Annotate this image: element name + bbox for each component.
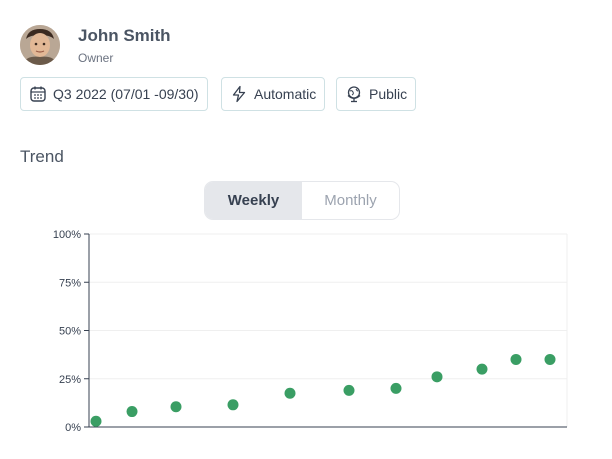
toggle-monthly[interactable]: Monthly	[324, 192, 377, 209]
data-point	[284, 387, 296, 399]
y-tick-label: 100%	[53, 229, 81, 241]
profile-role: Owner	[78, 51, 114, 65]
data-point	[343, 384, 355, 396]
automatic-chip[interactable]: Automatic	[221, 77, 326, 111]
automatic-label: Automatic	[254, 86, 317, 102]
avatar[interactable]	[20, 25, 60, 65]
y-tick-label: 75%	[59, 277, 81, 289]
data-point	[476, 363, 488, 375]
data-point	[431, 371, 443, 383]
data-point	[170, 401, 182, 413]
toggle-weekly[interactable]: Weekly	[205, 182, 302, 219]
lightning-icon	[232, 85, 246, 103]
y-tick-label: 50%	[59, 326, 81, 338]
data-point	[90, 415, 102, 427]
trend-title: Trend	[20, 147, 64, 166]
visibility-label: Public	[369, 86, 408, 102]
date-range-label: Q3 2022 (07/01 -09/30)	[53, 86, 199, 102]
y-tick-label: 0%	[65, 422, 81, 434]
period-toggle[interactable]: Weekly Monthly	[204, 181, 400, 220]
trend-chart: 0% 25% 50% 75% 100%	[53, 229, 568, 434]
data-point	[510, 353, 522, 365]
data-point	[390, 382, 402, 394]
data-point	[544, 353, 556, 365]
calendar-icon	[30, 86, 46, 102]
date-range-chip[interactable]: Q3 2022 (07/01 -09/30)	[20, 77, 208, 111]
data-point	[126, 406, 138, 418]
y-tick-label: 25%	[59, 374, 81, 386]
profile-name: John Smith	[78, 26, 171, 45]
globe-icon	[347, 86, 361, 103]
visibility-chip[interactable]: Public	[336, 77, 417, 111]
user-avatar-photo	[20, 25, 60, 65]
data-point	[227, 399, 239, 411]
